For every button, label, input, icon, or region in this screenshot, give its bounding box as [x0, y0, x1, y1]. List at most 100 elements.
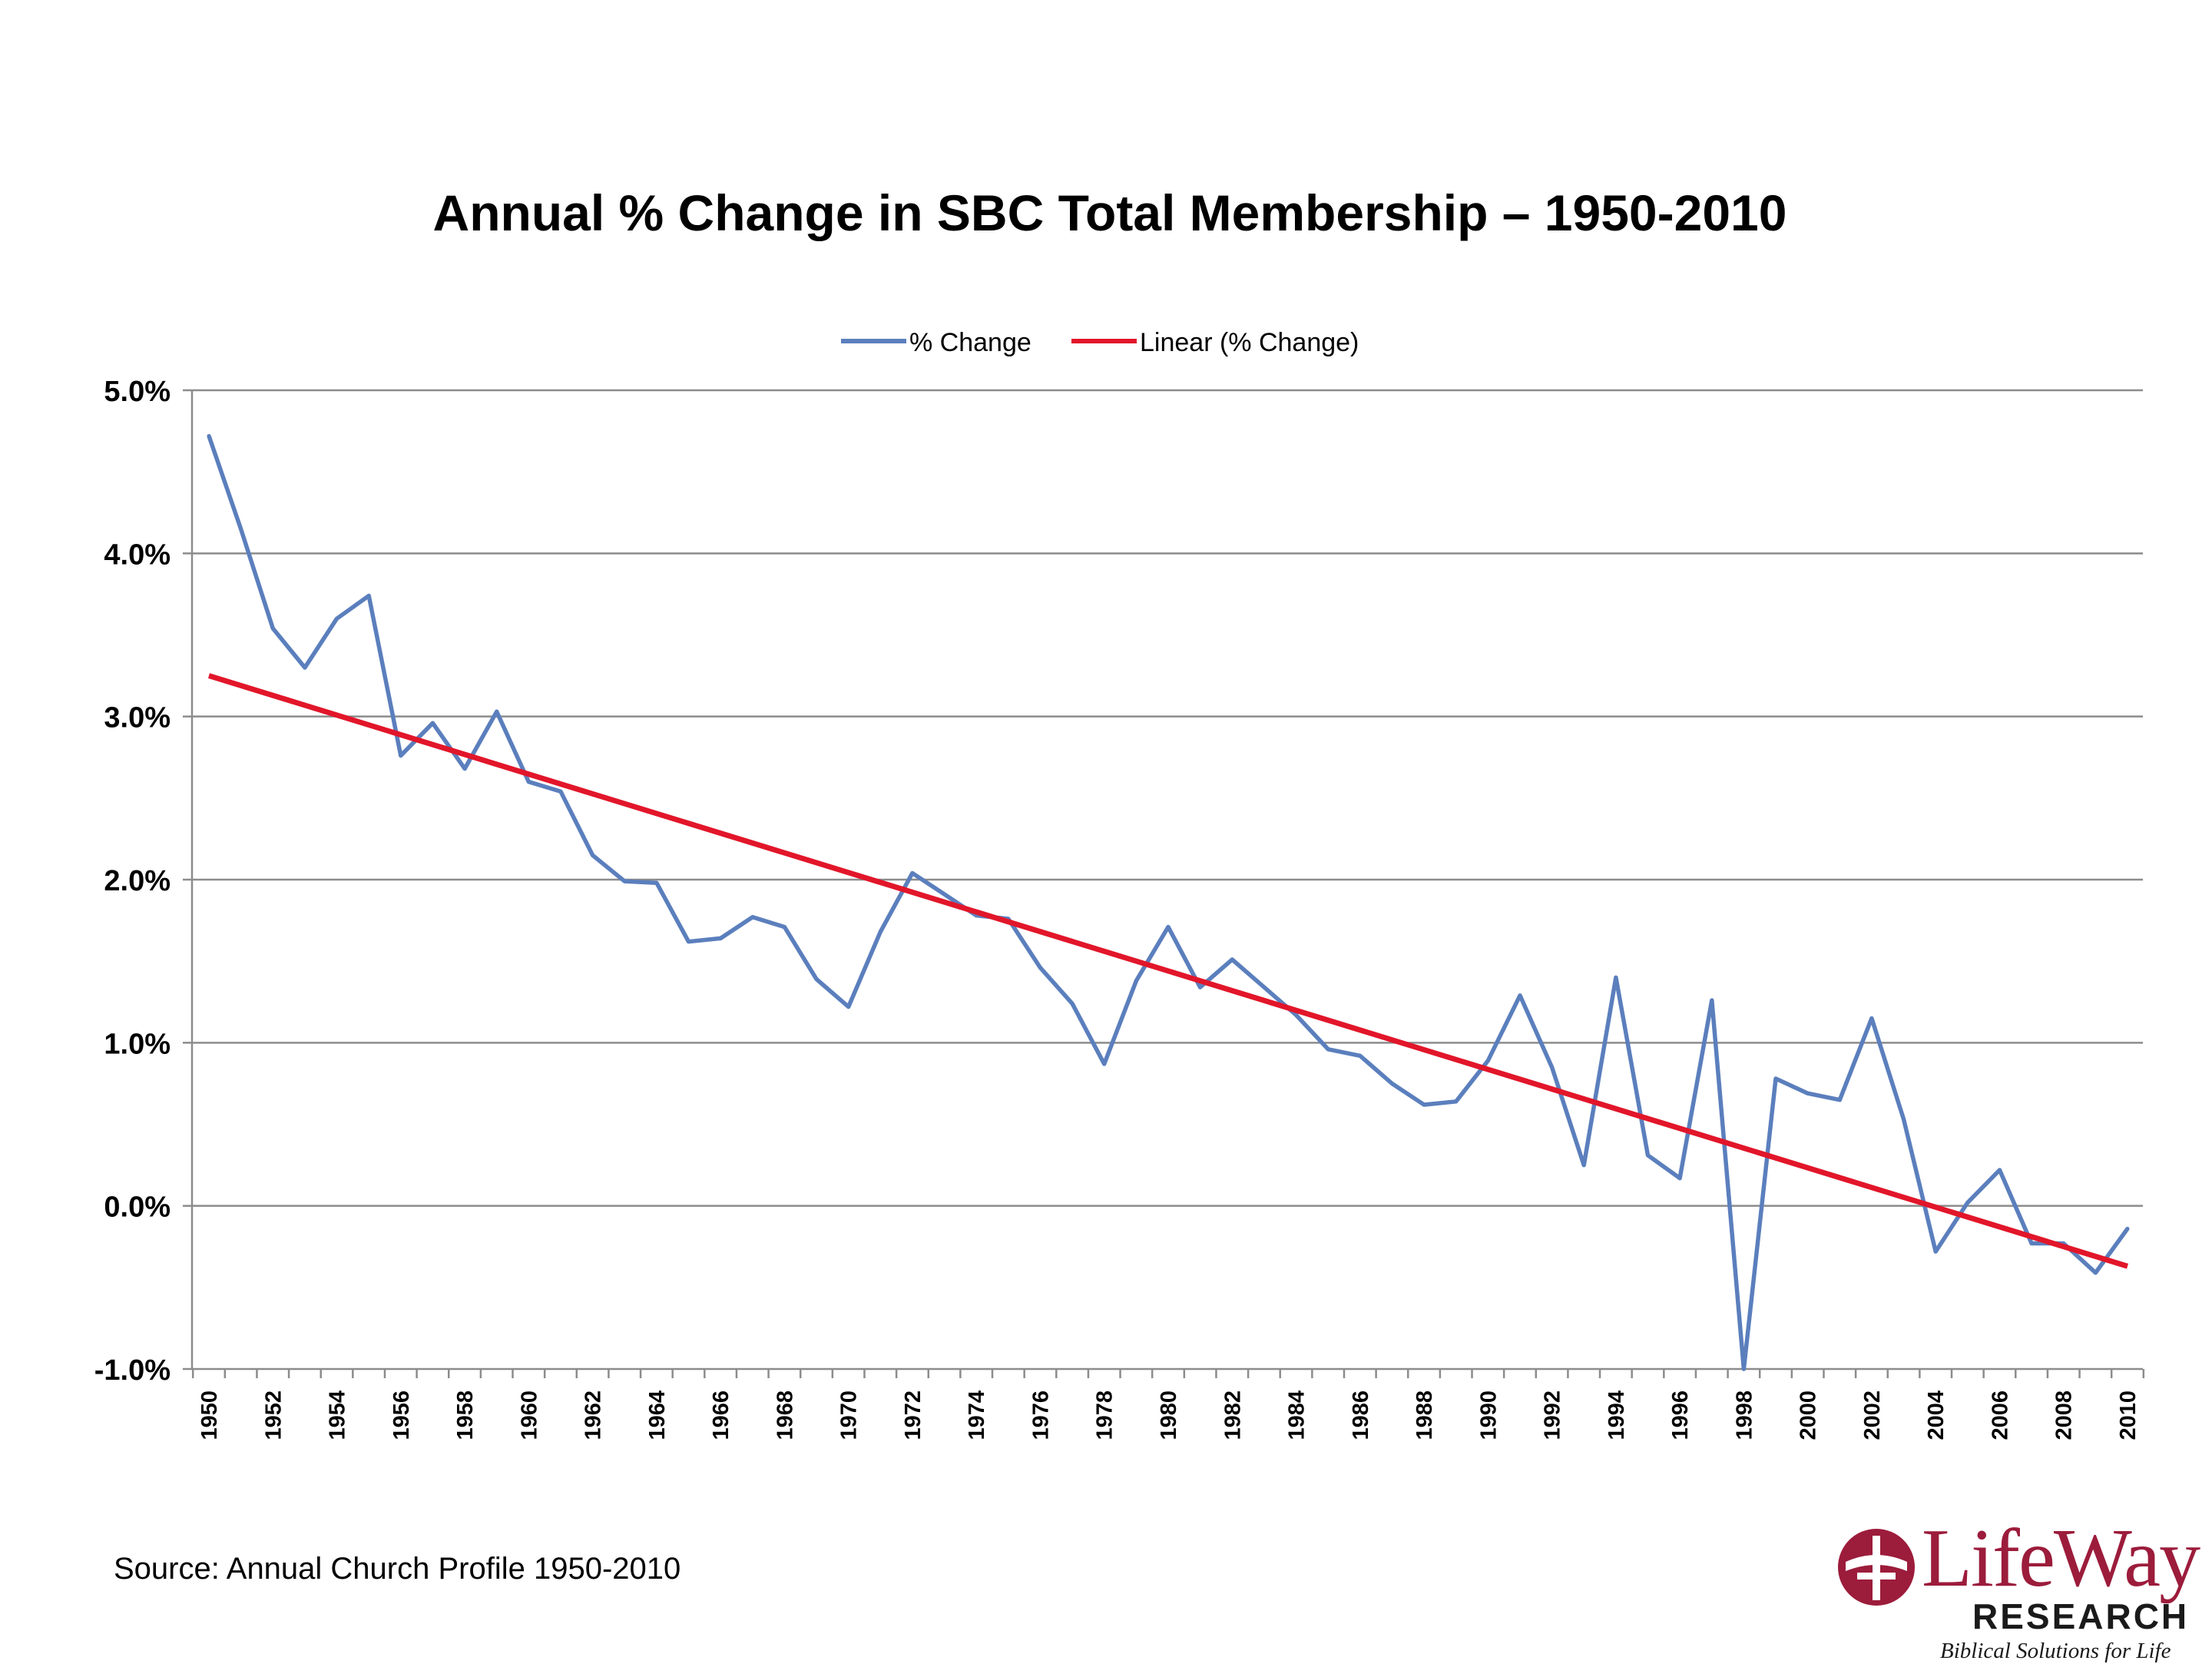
- data-point: [1294, 1013, 1299, 1017]
- x-tick-label: 1956: [389, 1391, 414, 1440]
- data-point: [1837, 1098, 1842, 1102]
- data-point: [814, 977, 819, 982]
- data-point: [526, 780, 531, 784]
- x-tick-label: 1980: [1157, 1391, 1181, 1440]
- y-tick-label: 1.0%: [104, 1028, 171, 1060]
- y-tick-label: 0.0%: [104, 1192, 171, 1224]
- series-line-linear-trend: [207, 673, 2129, 1269]
- x-tick-label: 1986: [1349, 1391, 1373, 1440]
- x-tick-label: 1954: [326, 1391, 350, 1440]
- lifeway-research-logo: LifeWay RESEARCH Biblical Solutions for …: [1828, 1513, 2204, 1663]
- data-point: [1997, 1168, 2002, 1172]
- x-tick-label: 1998: [1732, 1391, 1757, 1440]
- x-tick-label: 1976: [1028, 1391, 1053, 1440]
- data-point: [239, 526, 243, 531]
- x-tick-label: 1960: [517, 1391, 541, 1440]
- y-tick-label: -1.0%: [94, 1354, 171, 1387]
- data-point: [1389, 1081, 1394, 1086]
- x-tick-label: 2008: [2052, 1391, 2077, 1440]
- data-point: [910, 871, 915, 876]
- data-point: [1230, 957, 1234, 962]
- x-tick-label: 2002: [1860, 1391, 1885, 1440]
- data-point: [1614, 975, 1618, 980]
- x-tick-label: 1968: [773, 1391, 797, 1440]
- data-point: [1198, 985, 1203, 989]
- data-point: [942, 892, 947, 897]
- x-tick-label: 1992: [1541, 1391, 1565, 1440]
- data-point: [1134, 979, 1138, 983]
- data-point: [366, 594, 371, 598]
- data-point: [1965, 1200, 1970, 1205]
- x-tick-label: 1996: [1668, 1391, 1693, 1440]
- data-point: [270, 626, 275, 631]
- y-tick-label: 4.0%: [104, 539, 171, 571]
- data-point: [558, 789, 563, 794]
- y-tick-label: 2.0%: [104, 865, 171, 897]
- data-point: [1485, 1059, 1490, 1063]
- data-point: [495, 709, 499, 714]
- cross-seal-icon: [1838, 1529, 1915, 1606]
- data-point: [1806, 1091, 1810, 1096]
- data-point: [622, 879, 627, 883]
- legend-label-change: % Change: [909, 328, 1031, 357]
- data-point: [207, 433, 211, 438]
- logo-tagline: Biblical Solutions for Life: [1940, 1639, 2171, 1663]
- data-point: [1773, 1076, 1778, 1081]
- data-point: [1326, 1047, 1330, 1052]
- x-axis: 1950 1952 1954 1956 1958 1960 1962 1964 1966 1968…: [191, 1369, 2145, 1440]
- data-point: [2029, 1241, 2034, 1246]
- chart-title: Annual % Change in SBC Total Membership …: [433, 184, 1787, 241]
- gridlines: [183, 389, 2143, 1371]
- logo-wordmark: LifeWay: [1922, 1513, 2200, 1604]
- data-point: [591, 853, 595, 857]
- data-point: [1454, 1099, 1459, 1104]
- data-point: [782, 925, 786, 930]
- series-layer: [207, 433, 2130, 1371]
- legend: % Change Linear (% Change): [841, 328, 1359, 357]
- x-tick-label: 1950: [197, 1391, 222, 1440]
- x-tick-label: 1966: [709, 1391, 733, 1440]
- y-axis-ticks: 5.0% 4.0% 3.0% 2.0% 1.0% 0.0% -1.0%: [94, 376, 171, 1387]
- data-point: [1933, 1249, 1938, 1254]
- data-point: [1550, 1065, 1555, 1069]
- x-tick-label: 1972: [901, 1391, 926, 1440]
- data-point: [750, 915, 755, 920]
- x-tick-label: 2004: [1924, 1391, 1949, 1440]
- data-point: [399, 754, 403, 758]
- data-point: [878, 930, 882, 934]
- x-tick-label: 1964: [645, 1391, 670, 1440]
- x-tick-label: 1974: [965, 1391, 989, 1440]
- data-point: [1677, 1176, 1682, 1181]
- x-tick-label: 1952: [261, 1391, 286, 1440]
- data-point: [1262, 985, 1267, 989]
- y-tick-label: 5.0%: [104, 376, 171, 408]
- data-point: [1741, 1367, 1746, 1371]
- data-point: [1581, 1163, 1586, 1168]
- data-point: [654, 880, 659, 885]
- data-point: [1902, 1117, 1906, 1122]
- data-point: [1102, 1062, 1107, 1066]
- x-tick-label: 1978: [1093, 1391, 1118, 1440]
- x-tick-label: 1984: [1285, 1391, 1310, 1440]
- x-tick-label: 1988: [1412, 1391, 1437, 1440]
- legend-label-linear: Linear (% Change): [1140, 328, 1359, 357]
- x-tick-label: 1990: [1476, 1391, 1501, 1440]
- data-point: [430, 721, 435, 725]
- data-point: [1166, 925, 1171, 930]
- x-tick-label: 2000: [1796, 1391, 1821, 1440]
- data-point: [1358, 1053, 1363, 1058]
- x-tick-label: 1958: [453, 1391, 478, 1440]
- data-point: [718, 936, 723, 940]
- data-point: [1518, 993, 1522, 998]
- y-tick-label: 3.0%: [104, 702, 171, 734]
- data-point: [1646, 1153, 1650, 1158]
- data-point: [1869, 1016, 1874, 1020]
- x-tick-label: 2010: [2116, 1391, 2141, 1440]
- data-point: [846, 1005, 851, 1009]
- data-point: [687, 940, 690, 944]
- x-tick-label: 1994: [1604, 1391, 1629, 1440]
- data-point: [1070, 1001, 1075, 1006]
- data-point: [462, 767, 467, 771]
- data-point: [335, 616, 339, 621]
